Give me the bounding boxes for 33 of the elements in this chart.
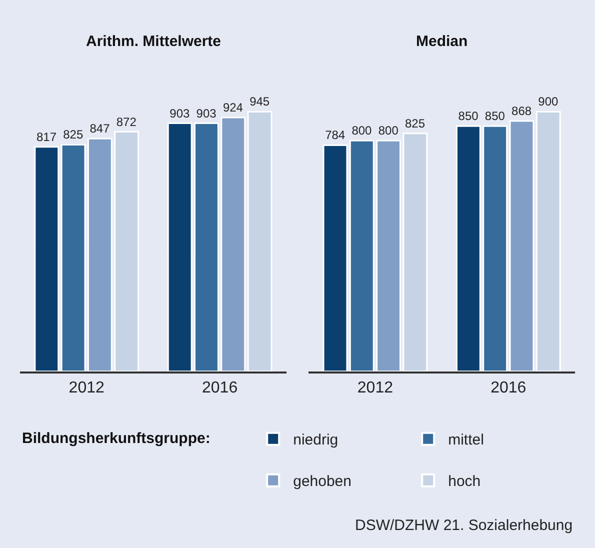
legend-label: niedrig: [293, 432, 338, 449]
bar: [509, 120, 534, 372]
data-label: 903: [196, 106, 217, 120]
legend-title: Bildungsherkunftsgruppe:: [22, 430, 210, 447]
x-tick-label: 2016: [490, 379, 526, 396]
bar: [322, 144, 348, 372]
data-label: 924: [222, 100, 244, 115]
data-label: 800: [378, 124, 399, 138]
text: DSW/DZHW 21. Sozialerhebung: [355, 517, 573, 534]
x-tick-label: 2012: [357, 379, 394, 396]
data-label: 872: [116, 114, 137, 129]
legend-label: hoch: [448, 473, 481, 490]
x-tick-label: 2016: [202, 379, 238, 396]
data-label: 868: [512, 104, 532, 118]
bar: [34, 146, 60, 372]
legend-label: gehoben: [293, 473, 352, 490]
data-label: 847: [90, 122, 110, 136]
bar: [247, 110, 272, 372]
bar: [536, 110, 561, 372]
chart-title: Median: [416, 33, 468, 50]
data-label: 900: [538, 94, 559, 109]
data-label: 945: [250, 94, 270, 109]
data-label: 903: [170, 106, 190, 120]
x-tick-label: 2012: [68, 379, 104, 396]
legend-label: mittel: [448, 432, 484, 449]
chart-title: Arithm. Mittelwerte: [86, 33, 222, 50]
data-label: 825: [63, 128, 84, 142]
data-label: 825: [404, 116, 426, 130]
data-label: 800: [352, 124, 372, 138]
data-label: 817: [36, 130, 57, 144]
data-label: 850: [458, 109, 479, 124]
data-label: 784: [325, 128, 346, 142]
data-label: 850: [484, 109, 506, 124]
